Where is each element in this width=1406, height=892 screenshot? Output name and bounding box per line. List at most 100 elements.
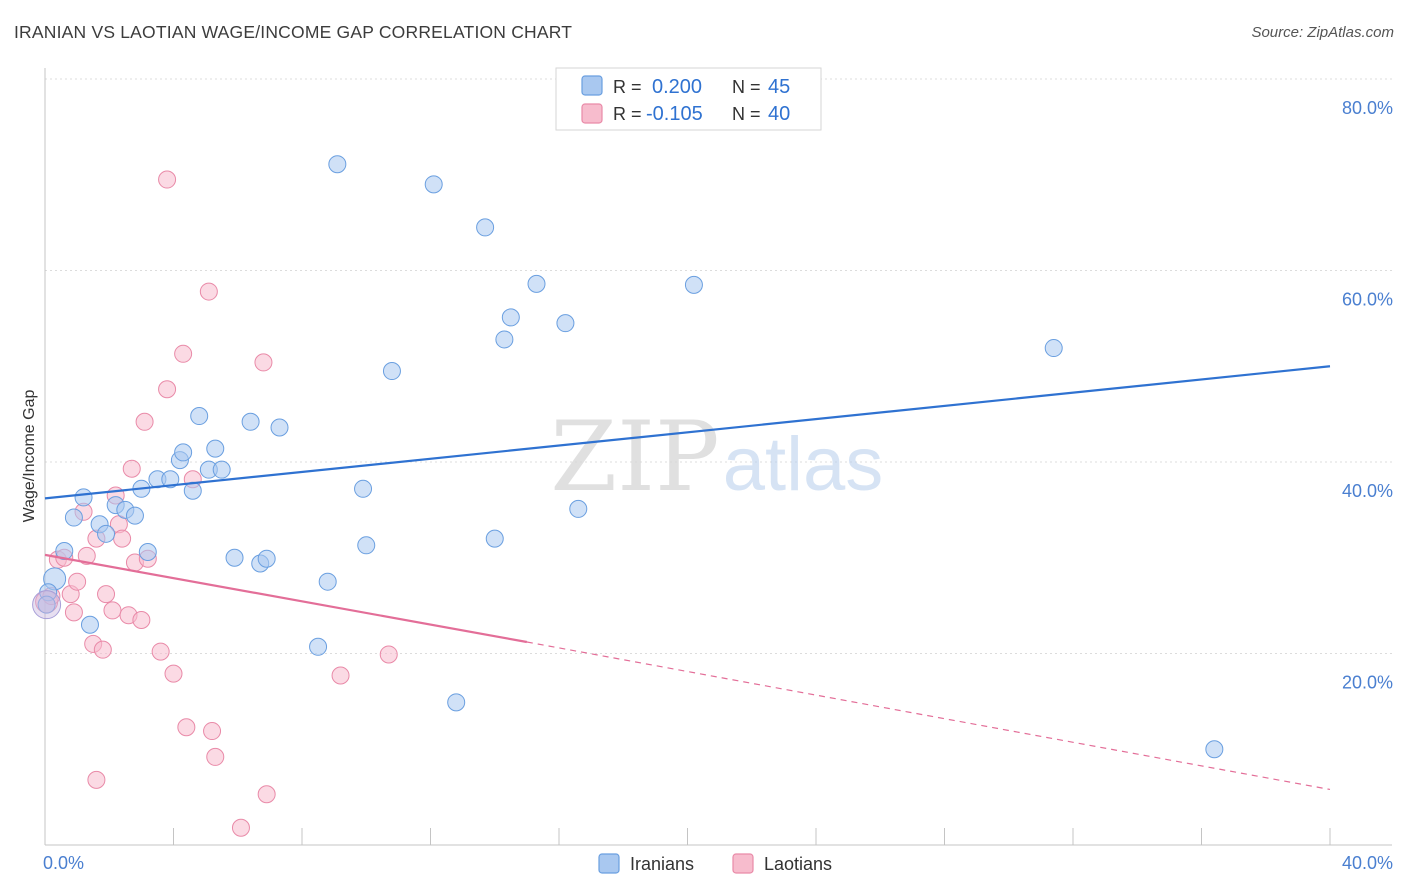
tick-labels: 20.0% 40.0% 60.0% 80.0% 0.0% 40.0% [43,98,1393,873]
legend-top: R = 0.200 N = 45 R = -0.105 N = 40 [555,67,822,131]
laotian-point [177,718,196,737]
laotian-point [257,785,276,804]
laotian-point [231,818,250,837]
iranian-point [569,499,588,518]
laotian-point [206,747,225,766]
iranian-point [556,314,575,333]
iranian-point [125,506,144,525]
laotian-point [135,412,154,431]
iranian-point [270,418,289,437]
laotian-point [164,664,183,683]
iranian-point [74,488,93,507]
legend-r-value-laotians: -0.105 [646,103,703,125]
trend-layer [44,365,1331,791]
y-tick-label: 40.0% [1342,481,1393,501]
iranian-point [80,615,99,634]
laotian-point [97,585,116,604]
iranian-point [257,549,276,568]
iranian-point [64,508,83,527]
overlap-point [32,590,62,620]
grid-layer [45,78,1392,654]
laotian-point [77,546,96,565]
laotian-point [203,722,222,741]
laotian-point [64,603,83,622]
laotian-point [158,170,177,189]
laotian-point [174,344,193,363]
iranian-point [382,362,401,381]
iranian-point [476,218,495,237]
iranian-point [485,529,504,548]
iranian-point [328,155,347,174]
laotians-trend-line-dashed [526,641,1331,791]
laotian-point [151,642,170,661]
iranian-point [97,524,116,543]
iranian-point [174,443,193,462]
iranian-point [225,548,244,567]
laotian-point [93,640,112,659]
iranian-point [354,479,373,498]
legend-r-label-laotians: R = [613,104,642,124]
iranian-point [424,175,443,194]
y-tick-label: 20.0% [1342,673,1393,693]
iranian-point [447,693,466,712]
iranians-points [32,155,1224,759]
legend-bottom-label-iranians: Iranians [630,854,694,874]
laotian-point [254,353,273,372]
iranian-point [357,536,376,555]
iranian-point [206,439,225,458]
legend-n-label-iranians: N = [732,77,761,97]
laotian-point [331,666,350,685]
y-tick-label: 80.0% [1342,98,1393,118]
legend-swatch-iranians [581,75,603,96]
iranian-point [55,542,74,561]
legend-bottom: Iranians Laotians [598,853,832,874]
laotian-point [199,282,218,301]
legend-n-label-laotians: N = [732,104,761,124]
legend-top-row-iranians: R = 0.200 N = 45 [581,75,790,98]
laotian-point [87,770,106,789]
iranian-point [241,412,260,431]
chart-title: IRANIAN VS LAOTIAN WAGE/INCOME GAP CORRE… [14,22,573,42]
iranian-point [1044,339,1063,358]
laotian-point [103,601,122,620]
legend-n-value-laotians: 40 [768,103,790,125]
y-tick-label: 60.0% [1342,290,1393,310]
iranian-point [161,470,180,489]
iranian-point [309,637,328,656]
iranian-point [318,572,337,591]
watermark-zip: ZIP [550,401,719,513]
iranian-point [190,407,209,426]
legend-n-value-iranians: 45 [768,76,790,98]
legend-bottom-label-laotians: Laotians [764,854,832,874]
iranian-point [1205,740,1224,759]
iranians-trend-line [44,365,1331,500]
axes-layer [44,68,1392,846]
laotian-point [132,610,151,629]
iranian-point [212,460,231,479]
laotian-point [158,380,177,399]
iranian-point [495,330,514,349]
x-tick-label-end: 40.0% [1342,853,1393,873]
watermark: ZIP atlas [550,401,883,513]
x-tick-label-start: 0.0% [43,853,84,873]
laotian-point [379,645,398,664]
legend-r-label-iranians: R = [613,77,642,97]
iranian-point [138,543,157,562]
laotian-point [113,529,132,548]
laotians-trend-line-solid [44,553,528,644]
laotian-point [68,572,87,591]
iranian-point [501,308,520,327]
iranian-point [37,595,56,614]
y-axis-label: Wage/Income Gap [21,390,38,523]
iranian-point [527,274,546,293]
chart-source: Source: ZipAtlas.com [1251,24,1394,41]
watermark-atlas: atlas [723,422,884,507]
legend-swatch-laotians [581,103,603,124]
legend-top-row-laotians: R = -0.105 N = 40 [581,103,790,125]
laotian-point [122,459,141,478]
legend-bottom-swatch-laotians [732,853,754,874]
legend-bottom-swatch-iranians [598,853,620,874]
legend-r-value-iranians: 0.200 [652,76,702,98]
